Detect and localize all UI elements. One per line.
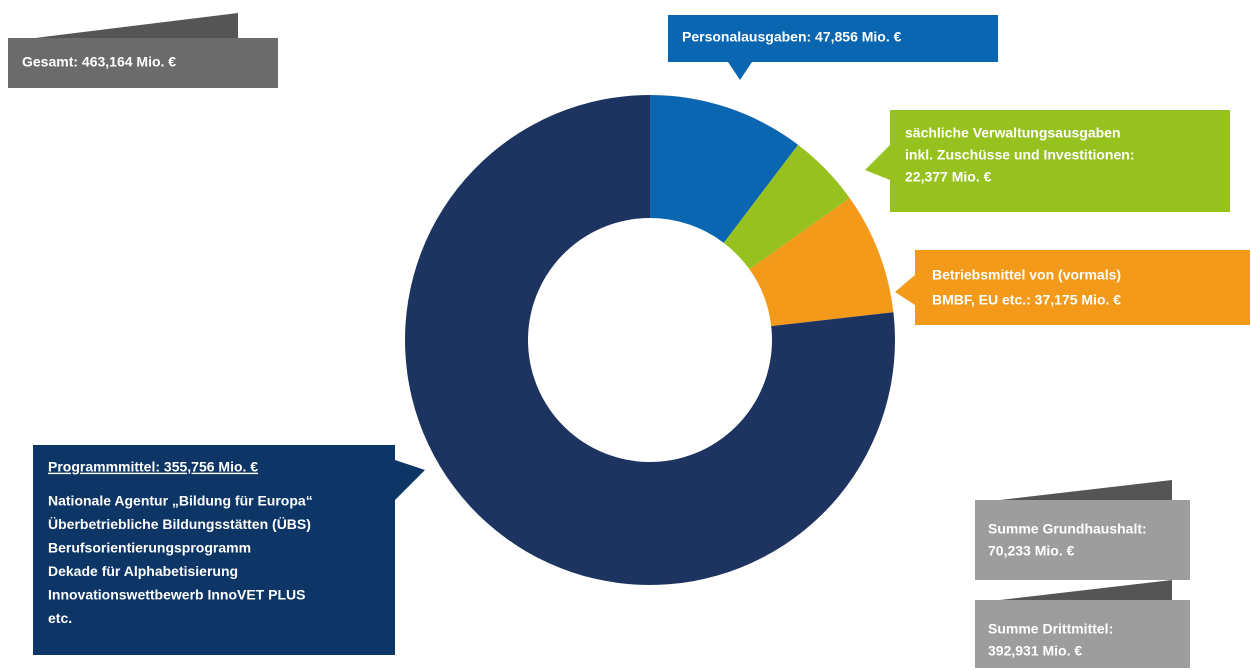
callout-detail: Nationale Agentur „Bildung für Europa“ — [48, 493, 313, 509]
callout-pointer — [895, 275, 915, 305]
callout-text: BMBF, EU etc.: 37,175 Mio. € — [932, 292, 1121, 308]
donut-slice — [405, 95, 895, 585]
annotation-text: 70,233 Mio. € — [988, 543, 1075, 559]
annotation-tab — [1000, 580, 1172, 600]
callout-text: sächliche Verwaltungsausgaben — [905, 125, 1121, 141]
callout-detail: Innovationswettbewerb InnoVET PLUS — [48, 587, 305, 603]
callout-text: inkl. Zuschüsse und Investitionen: — [905, 147, 1134, 163]
callout-detail: Dekade für Alphabetisierung — [48, 563, 238, 579]
donut-slice — [749, 198, 894, 327]
annotation-text: Summe Drittmittel: — [988, 621, 1113, 637]
callout-pointer — [865, 145, 890, 180]
callout-box — [33, 445, 395, 655]
annotation-text: Gesamt: 463,164 Mio. € — [22, 54, 176, 70]
callout-detail: Berufsorientierungsprogramm — [48, 540, 251, 556]
annotation-box — [975, 600, 1190, 668]
annotation-text: Summe Grundhaushalt: — [988, 521, 1147, 537]
annotation-box — [8, 38, 278, 88]
callout-text: Personalausgaben: 47,856 Mio. € — [682, 29, 902, 45]
callout-pointer — [395, 460, 425, 500]
callout-text: Programmmittel: 355,756 Mio. € — [48, 459, 258, 475]
annotation-text: 392,931 Mio. € — [988, 643, 1082, 659]
callout-detail: Überbetriebliche Bildungsstätten (ÜBS) — [48, 516, 311, 532]
callout-text: Betriebsmittel von (vormals) — [932, 267, 1121, 283]
callout-box — [668, 15, 998, 62]
annotation-tab — [35, 13, 238, 38]
donut-slice — [723, 144, 850, 270]
callout-detail: etc. — [48, 610, 72, 626]
annotation-box — [975, 500, 1190, 580]
callout-text: 22,377 Mio. € — [905, 169, 992, 185]
callout-box — [890, 110, 1230, 212]
annotation-tab — [1000, 480, 1172, 500]
callout-pointer — [728, 62, 752, 80]
donut-slice — [650, 95, 799, 243]
callout-box — [915, 250, 1250, 325]
